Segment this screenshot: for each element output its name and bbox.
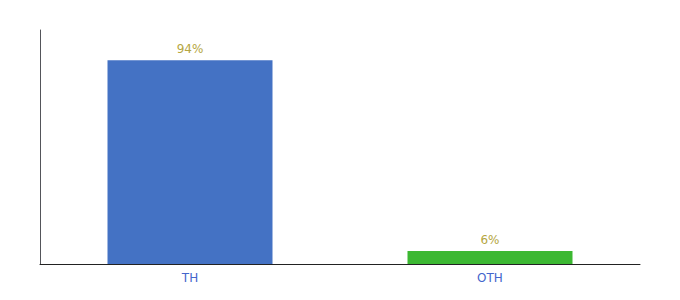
svg-text:TH: TH [181,271,198,285]
svg-text:OTH: OTH [477,271,503,285]
svg-text:94%: 94% [177,42,204,56]
svg-text:6%: 6% [480,233,499,247]
